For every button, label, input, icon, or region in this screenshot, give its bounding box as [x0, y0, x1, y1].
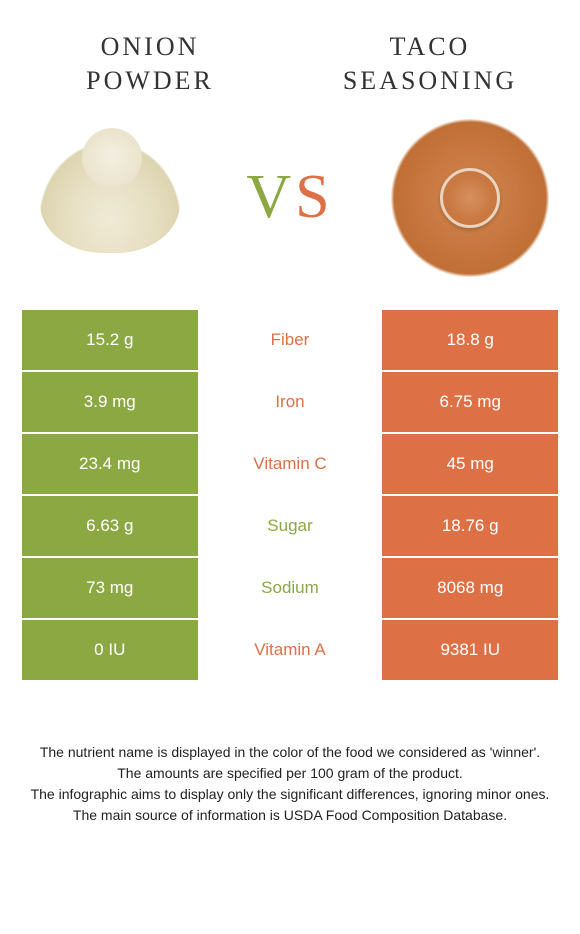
- onion-powder-icon: [40, 143, 180, 253]
- onion-powder-image: [20, 118, 200, 278]
- left-value: 0 IU: [22, 620, 198, 680]
- footer-line4: The main source of information is USDA F…: [10, 805, 570, 826]
- right-value: 18.76 g: [382, 496, 558, 556]
- table-row: 73 mgSodium8068 mg: [22, 558, 558, 618]
- nutrient-label: Vitamin C: [200, 434, 381, 494]
- footer-line1: The nutrient name is displayed in the co…: [10, 742, 570, 763]
- table-row: 23.4 mgVitamin C45 mg: [22, 434, 558, 494]
- nutrient-label: Sodium: [200, 558, 381, 618]
- nutrient-label: Vitamin A: [200, 620, 381, 680]
- left-value: 23.4 mg: [22, 434, 198, 494]
- nutrient-label: Sugar: [200, 496, 381, 556]
- left-value: 6.63 g: [22, 496, 198, 556]
- right-value: 18.8 g: [382, 310, 558, 370]
- left-value: 3.9 mg: [22, 372, 198, 432]
- table-row: 6.63 gSugar18.76 g: [22, 496, 558, 556]
- footer-line3: The infographic aims to display only the…: [10, 784, 570, 805]
- left-title: ONION POWDER: [40, 30, 260, 98]
- vs-v: V: [246, 162, 295, 233]
- right-title: TACO SEASONING: [320, 30, 540, 98]
- images-row: VS: [0, 108, 580, 308]
- table-row: 0 IUVitamin A9381 IU: [22, 620, 558, 680]
- vs-s: S: [295, 162, 333, 233]
- right-value: 6.75 mg: [382, 372, 558, 432]
- footer-line2: The amounts are specified per 100 gram o…: [10, 763, 570, 784]
- vs-label: VS: [246, 162, 333, 233]
- right-title-line2: SEASONING: [320, 64, 540, 98]
- table-row: 3.9 mgIron6.75 mg: [22, 372, 558, 432]
- footer-notes: The nutrient name is displayed in the co…: [0, 742, 580, 826]
- nutrient-label: Fiber: [200, 310, 381, 370]
- right-value: 45 mg: [382, 434, 558, 494]
- taco-bowl-icon: [440, 168, 500, 228]
- right-title-line1: TACO: [320, 30, 540, 64]
- nutrient-label: Iron: [200, 372, 381, 432]
- right-value: 8068 mg: [382, 558, 558, 618]
- left-title-line2: POWDER: [40, 64, 260, 98]
- taco-seasoning-image: [380, 118, 560, 278]
- comparison-table: 15.2 gFiber18.8 g3.9 mgIron6.75 mg23.4 m…: [20, 308, 560, 682]
- left-title-line1: ONION: [40, 30, 260, 64]
- header: ONION POWDER TACO SEASONING: [0, 0, 580, 108]
- table-row: 15.2 gFiber18.8 g: [22, 310, 558, 370]
- taco-seasoning-icon: [385, 118, 555, 278]
- left-value: 73 mg: [22, 558, 198, 618]
- left-value: 15.2 g: [22, 310, 198, 370]
- right-value: 9381 IU: [382, 620, 558, 680]
